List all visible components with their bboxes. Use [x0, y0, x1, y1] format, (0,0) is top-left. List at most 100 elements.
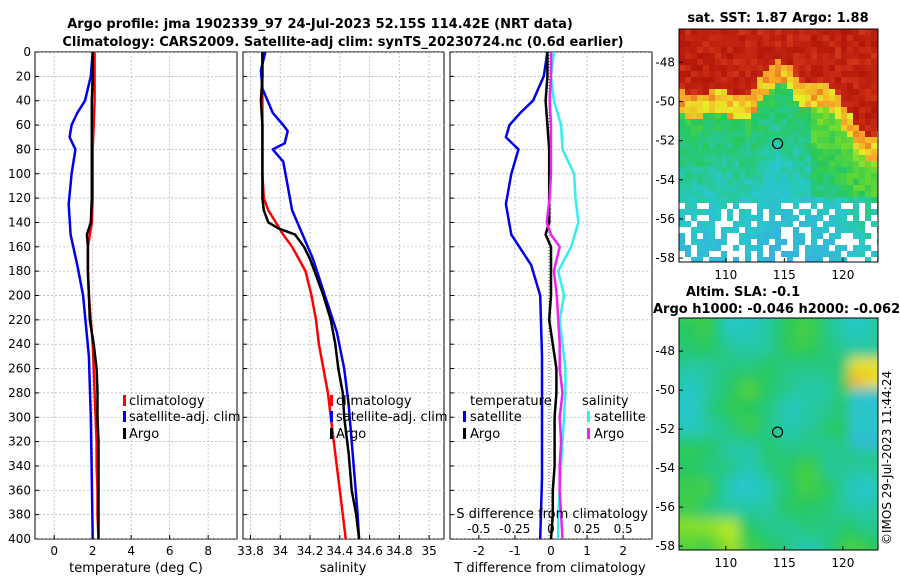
sst-cell [733, 179, 739, 185]
sla-cell [679, 518, 690, 529]
sst-cell [739, 65, 745, 71]
sla-cell [699, 488, 710, 499]
sla-cell [869, 498, 878, 509]
sst-cell [871, 53, 877, 59]
sst-cell [841, 113, 847, 119]
sst-cell [763, 239, 769, 245]
sst-cell [799, 53, 805, 59]
sst-cell [751, 83, 757, 89]
sla-cell [689, 448, 700, 459]
sla-cell [879, 338, 890, 349]
sst-cell [865, 215, 871, 221]
sst-cell [775, 173, 781, 179]
sst-cell [871, 137, 877, 143]
map-y-tick-label: -50 [655, 94, 675, 108]
sst-cell [679, 155, 685, 161]
sst-cell [739, 167, 745, 173]
sst-cell [799, 209, 805, 215]
sst-cell [769, 245, 775, 251]
x-tick-label: 34.2 [297, 544, 324, 558]
sst-cell [793, 77, 799, 83]
sst-cell [715, 167, 721, 173]
sla-cell [859, 538, 870, 549]
sst-cell [691, 239, 697, 245]
sst-cell [709, 209, 715, 215]
sst-cell [793, 137, 799, 143]
sla-cell [679, 348, 690, 359]
sst-cell [823, 101, 829, 107]
sst-cell [805, 149, 811, 155]
sla-cell [699, 388, 710, 399]
sst-cell [805, 113, 811, 119]
sst-cell [781, 41, 787, 47]
sla-cell [769, 468, 780, 479]
sla-cell [689, 498, 700, 509]
sst-cell [715, 53, 721, 59]
sst-cell [685, 149, 691, 155]
sst-cell [865, 107, 871, 113]
sst-cell [865, 161, 871, 167]
sla-cell [729, 478, 740, 489]
sla-cell [769, 488, 780, 499]
sst-cell [721, 257, 727, 262]
sst-cell [841, 47, 847, 53]
imos-watermark: ©IMOS 29-Jul-2023 11:44:24 [880, 371, 894, 545]
sst-cell [841, 95, 847, 101]
sst-cell [811, 257, 817, 262]
sst-cell [823, 77, 829, 83]
sst-cell [691, 125, 697, 131]
y-tick-label: 60 [16, 118, 31, 132]
sla-smooth-field [679, 318, 890, 569]
sst-cell [787, 179, 793, 185]
sla-cell [829, 548, 840, 550]
sst-cell [733, 137, 739, 143]
sla-cell [759, 318, 770, 329]
sst-cell [769, 101, 775, 107]
sla-cell [879, 558, 890, 569]
sst-cell [817, 29, 823, 35]
sst-cell [691, 233, 697, 239]
sst-cell [739, 155, 745, 161]
sst-cell [829, 215, 835, 221]
sst-cell [847, 173, 853, 179]
sst-cell [811, 119, 817, 125]
sst-cell [817, 53, 823, 59]
map-y-tick-label: -54 [655, 173, 675, 187]
sst-cell [727, 161, 733, 167]
sst-cell [763, 155, 769, 161]
sst-cell [787, 83, 793, 89]
sla-cell [689, 398, 700, 409]
sst-cell [835, 89, 841, 95]
sst-cell [709, 245, 715, 251]
sst-cell [847, 191, 853, 197]
sst-cell [679, 35, 685, 41]
sst-cell [787, 59, 793, 65]
sla-cell [739, 328, 750, 339]
sla-cell [699, 478, 710, 489]
x-tick-label: -1 [509, 544, 521, 558]
sst-cell [727, 227, 733, 233]
sst-cell [691, 215, 697, 221]
sst-cell [715, 143, 721, 149]
sst-cell [787, 101, 793, 107]
sst-cell [793, 233, 799, 239]
sst-cell [835, 77, 841, 83]
sst-cell [685, 113, 691, 119]
sla-cell [799, 438, 810, 449]
sst-cell [751, 155, 757, 161]
sst-cell [817, 209, 823, 215]
sst-cell [847, 197, 853, 203]
sst-cell [691, 227, 697, 233]
sla-cell [869, 528, 878, 539]
sst-cell [799, 191, 805, 197]
sst-cell [823, 119, 829, 125]
sst-cell [865, 71, 871, 77]
sst-cell [691, 131, 697, 137]
sst-cell [823, 197, 829, 203]
sst-cell [691, 113, 697, 119]
sst-cell [793, 155, 799, 161]
sst-cell [739, 209, 745, 215]
sst-cell [757, 143, 763, 149]
sst-cell [853, 143, 859, 149]
sla-cell [739, 468, 750, 479]
